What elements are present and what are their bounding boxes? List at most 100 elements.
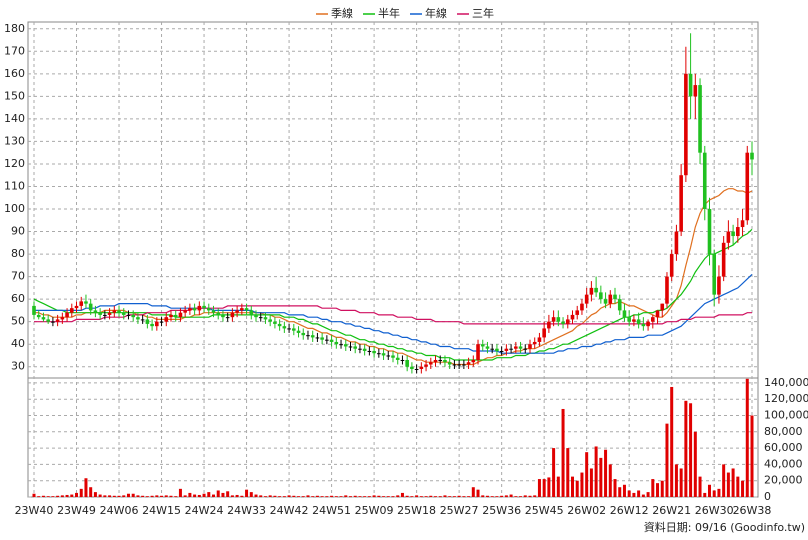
- candle-body: [452, 364, 457, 366]
- candle-body: [367, 350, 372, 352]
- candle-body: [292, 328, 296, 331]
- candle-body: [537, 337, 542, 342]
- volume-bar: [741, 480, 745, 497]
- candle-body: [523, 348, 528, 350]
- volume-bar: [169, 495, 173, 497]
- volume-bar: [566, 448, 570, 497]
- volume-bar: [434, 496, 438, 497]
- y-tick-label: 150: [4, 89, 25, 102]
- y-tick-label: 100: [4, 202, 25, 215]
- candle-body: [131, 314, 135, 318]
- candle-body: [414, 368, 419, 370]
- volume-bar: [202, 493, 206, 497]
- volume-bar: [509, 494, 513, 497]
- y-tick-label: 120: [4, 157, 25, 170]
- candle-body: [93, 310, 98, 313]
- candle-body: [561, 321, 565, 324]
- volume-bar: [339, 496, 343, 497]
- y-tick-label: 130: [4, 134, 25, 147]
- candle-body: [377, 353, 381, 355]
- volume-bar: [150, 495, 154, 497]
- legend-label: 半年: [378, 6, 400, 20]
- candle-body: [674, 231, 679, 255]
- volume-bar: [575, 480, 579, 497]
- volume-bar: [736, 476, 740, 497]
- volume-bar: [717, 488, 721, 497]
- candle-body: [381, 353, 386, 356]
- volume-bar: [136, 495, 140, 497]
- candle-body: [447, 362, 452, 365]
- volume-bar: [131, 493, 135, 497]
- volume-bar: [750, 415, 754, 497]
- candle-body: [627, 317, 631, 322]
- volume-bar: [585, 452, 589, 497]
- volume-bar: [504, 495, 508, 497]
- candle-body: [150, 323, 154, 327]
- x-tick-label: 25W36: [482, 504, 521, 517]
- moving-average-line: [34, 273, 753, 354]
- volume-bar: [627, 490, 631, 497]
- candle-body: [353, 346, 358, 349]
- candle-body: [51, 321, 55, 323]
- candle-body: [277, 323, 282, 327]
- volume-bar: [56, 495, 60, 497]
- candle-body: [499, 350, 504, 352]
- candle-body: [660, 303, 665, 311]
- candle-body: [221, 314, 225, 318]
- candle-body: [575, 310, 580, 315]
- volume-bar: [315, 495, 319, 497]
- volume-bar: [712, 490, 716, 497]
- volume-bar: [632, 492, 636, 497]
- volume-bar: [126, 493, 130, 497]
- volume-bar: [556, 476, 560, 497]
- candle-body: [126, 314, 131, 316]
- volume-bar: [467, 496, 471, 497]
- candle-body: [750, 152, 754, 160]
- x-tick-label: 26W12: [610, 504, 649, 517]
- volume-bar: [646, 492, 650, 497]
- volume-bar: [141, 495, 145, 497]
- volume-bar: [70, 494, 74, 497]
- volume-bar: [405, 495, 409, 497]
- volume-bar: [476, 489, 480, 497]
- candle-body: [301, 332, 306, 336]
- volume-bar: [245, 489, 249, 497]
- candle-body: [36, 314, 41, 318]
- candle-body: [188, 308, 192, 311]
- candle-body: [41, 317, 46, 320]
- candle-body: [136, 317, 140, 320]
- candle-body: [315, 337, 320, 339]
- x-tick-label: 26W30: [695, 504, 734, 517]
- volume-tick-label: 0: [764, 490, 771, 503]
- candle-body: [386, 355, 391, 357]
- candle-body: [65, 312, 69, 318]
- volume-tick-label: 140,000: [764, 376, 808, 389]
- candle-body: [310, 335, 315, 338]
- candle-body: [556, 317, 561, 322]
- candle-body: [249, 310, 254, 315]
- candle-body: [622, 310, 627, 318]
- volume-bar: [679, 468, 683, 497]
- candle-body: [518, 346, 523, 349]
- volume-bar: [330, 495, 334, 497]
- x-tick-label: 26W02: [567, 504, 606, 517]
- volume-bar: [604, 449, 608, 497]
- candle-body: [641, 323, 646, 327]
- volume-bar: [46, 496, 50, 497]
- volume-bar: [537, 479, 541, 497]
- volume-bar: [533, 495, 537, 497]
- volume-bar: [155, 495, 159, 497]
- candle-body: [74, 305, 79, 309]
- legend-label: 季線: [331, 6, 353, 20]
- y-tick-label: 170: [4, 44, 25, 57]
- volume-bar: [108, 495, 112, 497]
- y-tick-label: 40: [11, 337, 25, 350]
- volume-bar: [268, 495, 272, 497]
- candle-body: [495, 348, 499, 351]
- candle-body: [192, 308, 197, 311]
- candle-body: [514, 346, 518, 349]
- volume-bar: [197, 494, 201, 497]
- candle-body: [679, 175, 683, 232]
- candle-body: [103, 314, 107, 316]
- volume-bar: [367, 496, 371, 497]
